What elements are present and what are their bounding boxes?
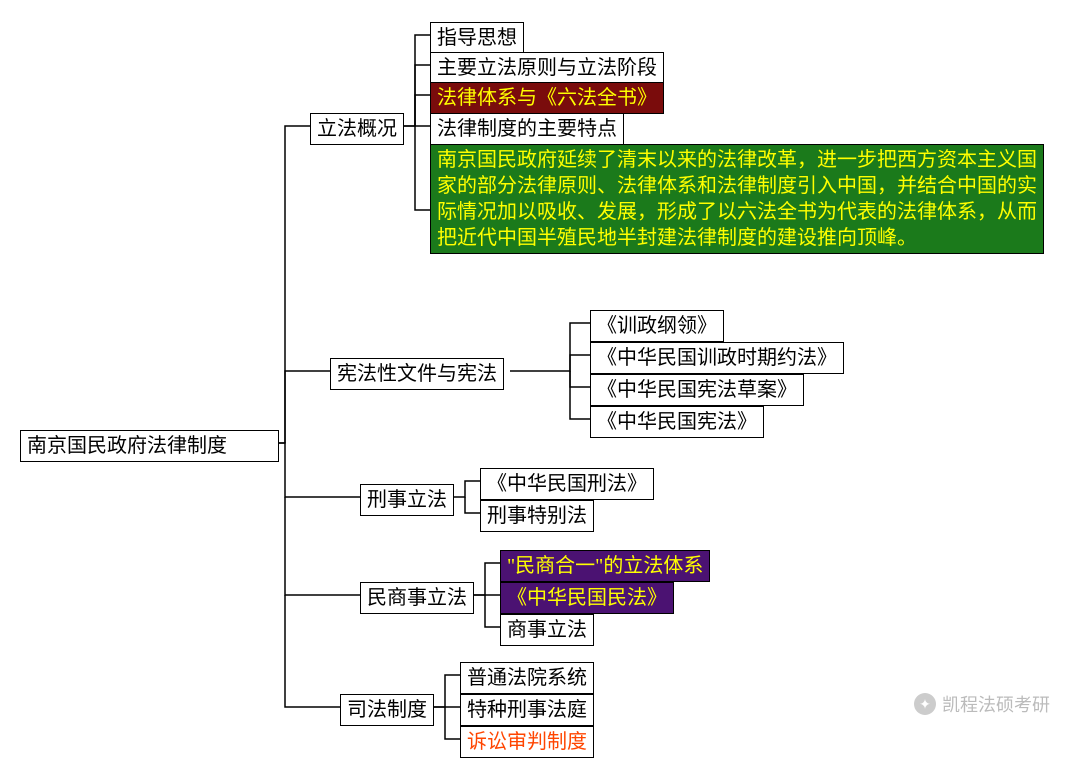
watermark-text: 凯程法硕考研 — [942, 691, 1050, 717]
leaf-civil-0: "民商合一"的立法体系 — [500, 550, 710, 582]
branch-constitutional-docs: 宪法性文件与宪法 — [330, 358, 504, 390]
leaf-criminal-0: 《中华民国刑法》 — [480, 468, 654, 500]
leaf-legislation-1: 主要立法原则与立法阶段 — [430, 52, 664, 84]
leaf-criminal-1: 刑事特别法 — [480, 500, 594, 532]
legislation-summary-paragraph: 南京国民政府延续了清末以来的法律改革，进一步把西方资本主义国家的部分法律原则、法… — [430, 144, 1044, 254]
root-node: 南京国民政府法律制度 — [20, 430, 279, 462]
leaf-judicial-2: 诉讼审判制度 — [460, 726, 594, 758]
leaf-legislation-0: 指导思想 — [430, 22, 524, 54]
branch-criminal-legislation: 刑事立法 — [360, 484, 454, 516]
leaf-constitution-1: 《中华民国训政时期约法》 — [590, 342, 844, 374]
branch-legislation-overview: 立法概况 — [310, 113, 404, 145]
wechat-icon: ✦ — [914, 693, 936, 715]
leaf-legislation-2: 法律体系与《六法全书》 — [430, 82, 664, 114]
branch-judicial-system: 司法制度 — [340, 694, 434, 726]
leaf-legislation-3: 法律制度的主要特点 — [430, 113, 624, 145]
leaf-judicial-0: 普通法院系统 — [460, 662, 594, 694]
leaf-constitution-3: 《中华民国宪法》 — [590, 406, 764, 438]
branch-civil-commercial: 民商事立法 — [360, 582, 474, 614]
leaf-civil-2: 商事立法 — [500, 614, 594, 646]
leaf-civil-1: 《中华民国民法》 — [500, 582, 674, 614]
leaf-constitution-0: 《训政纲领》 — [590, 310, 724, 342]
watermark: ✦ 凯程法硕考研 — [914, 691, 1050, 717]
leaf-judicial-1: 特种刑事法庭 — [460, 694, 594, 726]
leaf-constitution-2: 《中华民国宪法草案》 — [590, 374, 804, 406]
